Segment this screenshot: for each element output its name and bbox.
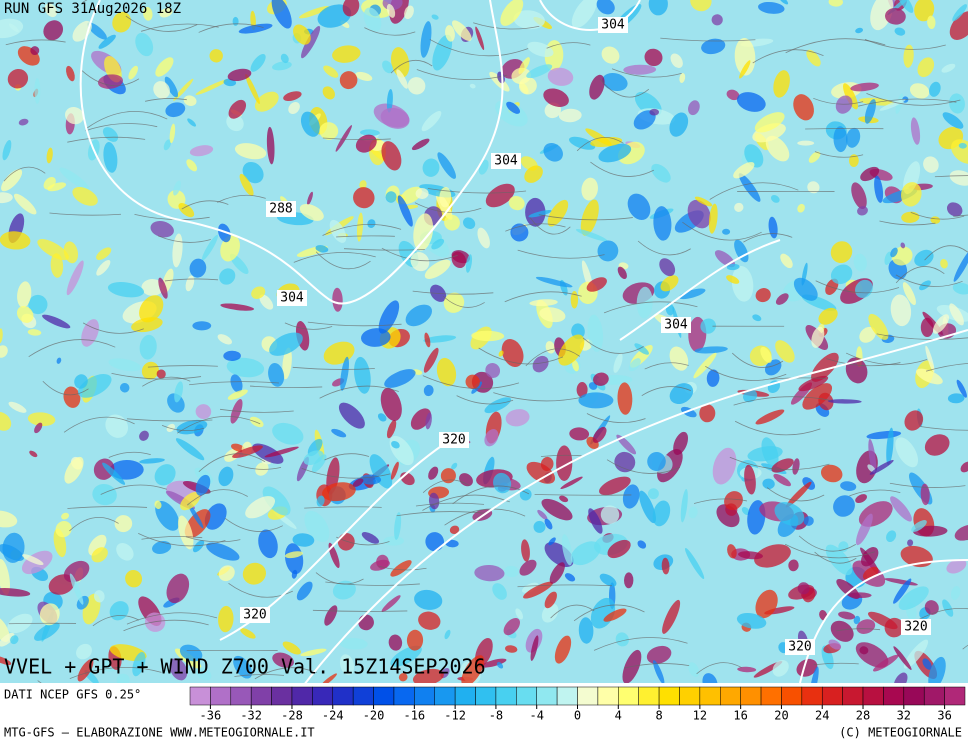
colorbar-tick-label: -32: [240, 709, 262, 723]
colorbar-tick-label: -24: [322, 709, 344, 723]
colorbar-tick-label: 28: [856, 709, 870, 723]
colorbar-swatch: [924, 687, 944, 705]
colorbar-swatch: [945, 687, 965, 705]
colorbar-swatch: [557, 687, 577, 705]
colorbar-swatch: [374, 687, 394, 705]
colorbar-tick-label: -4: [529, 709, 543, 723]
run-label: RUN GFS 31Aug2026 18Z: [4, 1, 181, 17]
colorbar-swatch: [190, 687, 210, 705]
colorbar-tick-label: 20: [774, 709, 788, 723]
velocity-blob: [578, 392, 613, 408]
colorbar-swatch: [700, 687, 720, 705]
colorbar-swatch: [659, 687, 679, 705]
colorbar-swatch: [231, 687, 251, 705]
contour-label: 288: [269, 202, 292, 217]
velocity-blob: [383, 536, 404, 545]
contour-label: 320: [904, 620, 927, 635]
contour-label: 304: [601, 18, 625, 33]
velocity-blob: [192, 321, 211, 330]
colorbar-swatch: [476, 687, 496, 705]
colorbar-swatch: [353, 687, 373, 705]
colorbar-tick-label: -28: [281, 709, 303, 723]
colorbar-tick-label: 36: [937, 709, 951, 723]
velocity-blob: [722, 229, 730, 235]
contour-label: 304: [494, 154, 518, 169]
colorbar-swatch: [822, 687, 842, 705]
colorbar-tick-label: 16: [733, 709, 747, 723]
colorbar-tick-label: 8: [655, 709, 662, 723]
colorbar-swatch: [761, 687, 781, 705]
colorbar-swatch: [679, 687, 699, 705]
colorbar-swatch: [741, 687, 761, 705]
colorbar-swatch: [496, 687, 516, 705]
contour-label: 320: [788, 640, 811, 655]
footer-right: (C) METEOGIORNALE: [839, 726, 962, 740]
colorbar-swatch: [333, 687, 353, 705]
colorbar-tick-label: 24: [815, 709, 829, 723]
contour-label: 304: [280, 291, 304, 306]
colorbar-tick-label: 32: [897, 709, 911, 723]
colorbar-swatch: [598, 687, 618, 705]
colorbar-tick-label: -20: [363, 709, 385, 723]
contour-label: 320: [243, 608, 266, 623]
colorbar-swatch: [863, 687, 883, 705]
contour-label: 304: [664, 318, 688, 333]
colorbar-tick-label: -36: [200, 709, 222, 723]
colorbar-swatch: [272, 687, 292, 705]
colorbar-swatch: [618, 687, 638, 705]
colorbar-swatch: [720, 687, 740, 705]
colorbar-swatch: [781, 687, 801, 705]
colorbar-swatch: [843, 687, 863, 705]
colorbar-tick-label: -8: [489, 709, 503, 723]
velocity-blob: [797, 141, 814, 146]
footer-left: MTG-GFS — ELABORAZIONE WWW.METEOGIORNALE…: [4, 726, 315, 740]
colorbar-swatch: [516, 687, 536, 705]
contour-label: 320: [442, 433, 465, 448]
colorbar-swatch: [251, 687, 271, 705]
colorbar-swatch: [414, 687, 434, 705]
colorbar-swatch: [639, 687, 659, 705]
colorbar-source: DATI NCEP GFS 0.25°: [4, 688, 141, 702]
colorbar-swatch: [435, 687, 455, 705]
velocity-blob: [34, 78, 40, 104]
colorbar-swatch: [883, 687, 903, 705]
colorbar-swatch: [292, 687, 312, 705]
colorbar-swatch: [455, 687, 475, 705]
colorbar-swatch: [394, 687, 414, 705]
colorbar-swatch: [802, 687, 822, 705]
map-title: VVEL + GPT + WIND Z700 Val. 15Z14SEP2026: [4, 655, 486, 679]
colorbar-tick-label: -12: [444, 709, 466, 723]
colorbar-swatch: [578, 687, 598, 705]
colorbar-tick-label: 0: [574, 709, 581, 723]
colorbar-tick-label: 12: [693, 709, 707, 723]
colorbar-swatch: [537, 687, 557, 705]
colorbar-tick-label: -16: [403, 709, 425, 723]
colorbar-tick-label: 4: [615, 709, 622, 723]
colorbar-swatch: [210, 687, 230, 705]
colorbar-swatch: [904, 687, 924, 705]
colorbar-swatch: [312, 687, 332, 705]
